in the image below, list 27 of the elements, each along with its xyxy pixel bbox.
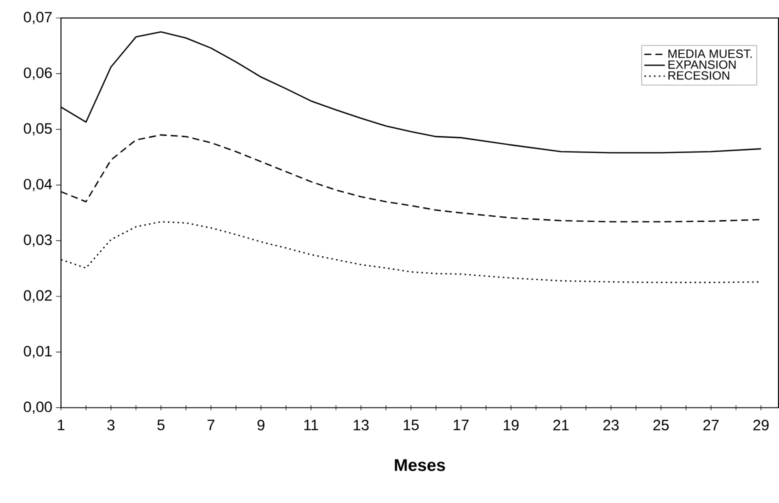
y-tick-label: 0,00 [24, 402, 52, 414]
x-tick-label: 21 [553, 420, 569, 430]
x-tick-label: 15 [404, 420, 419, 430]
x-tick-label: 1 [58, 420, 64, 430]
y-tick-label: 0,04 [24, 178, 52, 192]
legend-label: MEDIA MUEST. [668, 50, 752, 58]
y-tick-label: 0,06 [24, 68, 52, 80]
x-tick-label: 5 [157, 420, 165, 430]
x-tick-label: 7 [208, 420, 214, 430]
legend-label: EXPANSION [668, 60, 736, 69]
x-tick-label: 3 [107, 420, 114, 431]
legend-label: RECESION [668, 71, 730, 80]
y-tick-label: 0,03 [24, 234, 52, 248]
x-axis-title: Meses [394, 459, 445, 472]
x-tick-label: 27 [703, 420, 719, 430]
x-tick-label: 19 [504, 420, 519, 431]
x-tick-label: 29 [753, 420, 769, 431]
x-tick-label: 13 [354, 420, 369, 431]
x-tick-label: 23 [603, 420, 619, 431]
y-tick-label: 0,05 [24, 123, 52, 136]
y-tick-label: 0,01 [24, 346, 52, 358]
x-tick-label: 11 [304, 420, 318, 430]
x-tick-label: 17 [454, 420, 469, 430]
x-tick-label: 25 [653, 420, 669, 431]
y-tick-label: 0,02 [24, 290, 52, 303]
y-tick-label: 0,07 [24, 12, 52, 24]
x-tick-label: 9 [258, 420, 264, 431]
